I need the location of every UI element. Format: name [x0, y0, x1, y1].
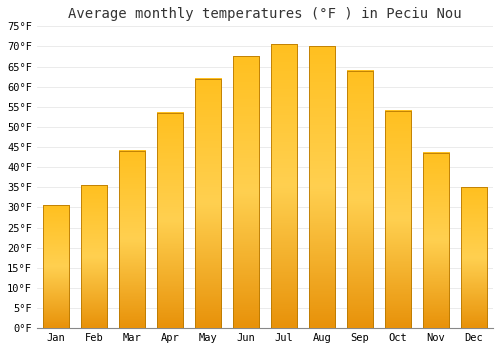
- Bar: [156, 113, 183, 328]
- Bar: [346, 71, 374, 328]
- Bar: [460, 187, 487, 328]
- Bar: [308, 47, 336, 328]
- Bar: [422, 153, 450, 328]
- Bar: [118, 151, 145, 328]
- Bar: [232, 56, 259, 328]
- Title: Average monthly temperatures (°F ) in Peciu Nou: Average monthly temperatures (°F ) in Pe…: [68, 7, 462, 21]
- Bar: [270, 44, 297, 328]
- Bar: [194, 79, 221, 328]
- Bar: [42, 205, 69, 328]
- Bar: [80, 185, 107, 328]
- Bar: [384, 111, 411, 328]
